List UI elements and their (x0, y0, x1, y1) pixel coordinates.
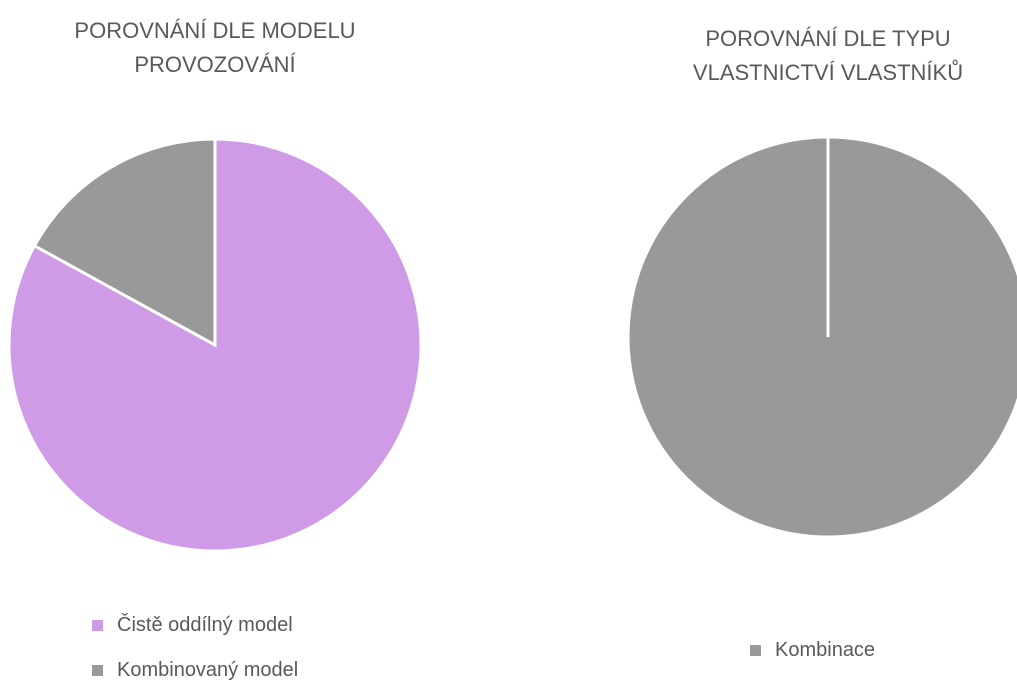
legend-label: Kombinovaný model (117, 659, 299, 681)
legend-swatch (92, 620, 103, 631)
legend-swatch (750, 645, 761, 656)
legend-item: Kombinovaný model (92, 659, 298, 682)
legend-item: Čistě oddílný model (92, 614, 293, 637)
chart-title: POROVNÁNÍ DLE MODELU PROVOZOVÁNÍ (74, 18, 356, 77)
chart-title: POROVNÁNÍ DLE TYPU VLASTNICTVÍ VLASTNÍKŮ (692, 26, 964, 85)
legend-swatch (92, 665, 103, 676)
legend-item: Kombinace (750, 639, 875, 662)
legend-label: Kombinace (775, 639, 876, 661)
pie-slice (626, 135, 1017, 539)
legend-label: Čistě oddílný model (117, 614, 293, 636)
pie-slice (32, 137, 217, 348)
